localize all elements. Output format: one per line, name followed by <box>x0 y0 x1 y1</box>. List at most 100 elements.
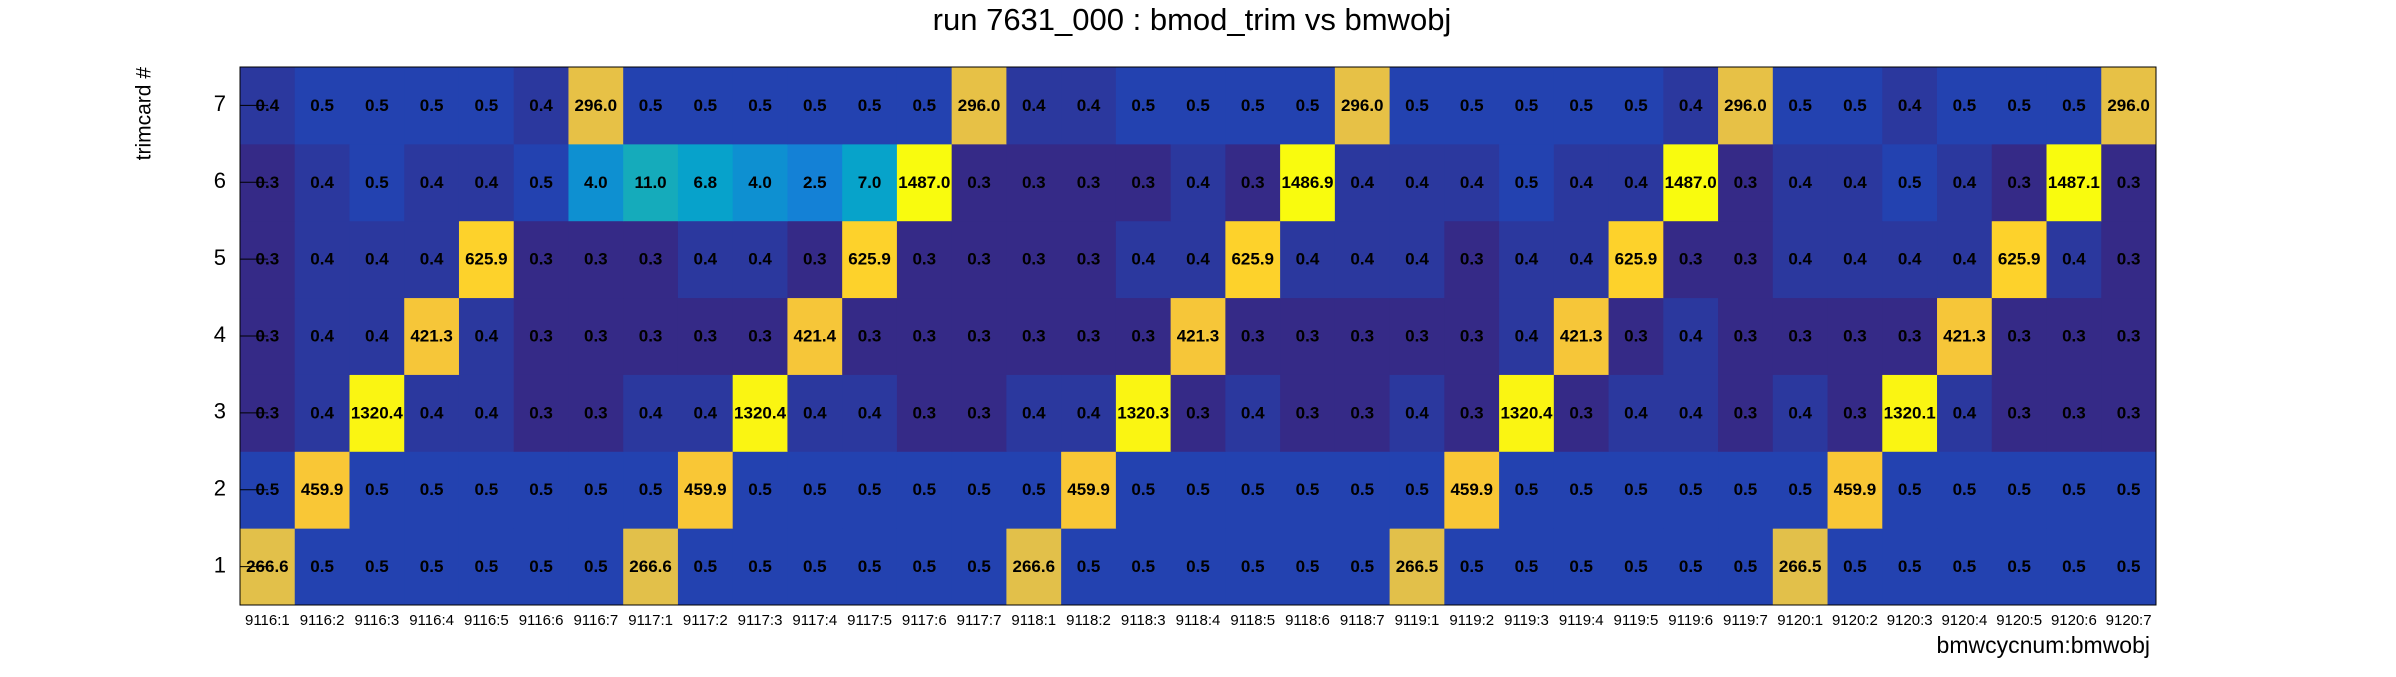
cell-label: 0.5 <box>1679 480 1703 499</box>
cell-label: 0.5 <box>1350 480 1374 499</box>
cell-label: 0.5 <box>803 480 827 499</box>
heatmap-cell <box>951 143 1007 222</box>
cell-label: 0.5 <box>1296 480 1320 499</box>
cell-label: 0.3 <box>1569 403 1593 422</box>
cell-label: 0.4 <box>1898 96 1922 115</box>
x-tick-label: 9119:6 <box>1668 612 1713 629</box>
cell-label: 0.5 <box>475 96 499 115</box>
heatmap-cell <box>1991 451 2048 529</box>
x-tick-label: 9117:7 <box>957 612 1002 629</box>
heatmap-cell <box>568 143 624 222</box>
heatmap-cell <box>1444 297 1500 375</box>
cell-label: 0.3 <box>1843 326 1867 345</box>
cell-label: 0.5 <box>1898 480 1922 499</box>
plot-frame <box>239 66 2157 606</box>
heatmap-cell <box>1827 374 1883 452</box>
cell-label: 0.3 <box>912 403 936 422</box>
heatmap-cell <box>1444 220 1500 299</box>
cell-label: 0.5 <box>1734 557 1758 576</box>
heatmap-cell <box>1115 297 1172 375</box>
cell-label: 0.4 <box>529 96 553 115</box>
heatmap-cell <box>1718 67 1774 145</box>
cell-label: 0.5 <box>529 557 553 576</box>
heatmap-cell <box>349 143 405 222</box>
y-tick-label: 4 <box>214 322 226 347</box>
heatmap-cell <box>1991 374 2048 452</box>
heatmap-cell <box>568 451 624 529</box>
heatmap-cell <box>349 451 405 529</box>
cell-label: 0.4 <box>1515 250 1539 269</box>
cell-label: 0.5 <box>912 96 936 115</box>
cell-label: 0.3 <box>967 250 991 269</box>
cell-label: 625.9 <box>1231 250 1274 269</box>
x-tick-label: 9117:1 <box>628 612 673 629</box>
heatmap-cell <box>787 451 843 529</box>
heatmap-cell <box>1608 374 1664 452</box>
x-tick-label: 9116:2 <box>300 612 345 629</box>
x-tick-label: 9120:1 <box>1777 612 1823 629</box>
heatmap-cell <box>1827 528 1883 606</box>
heatmap-cell <box>1280 297 1336 375</box>
cell-label: 1487.1 <box>2048 173 2100 192</box>
cell-label: 0.4 <box>310 326 334 345</box>
cell-label: 1320.1 <box>1884 403 1936 422</box>
cell-label: 0.5 <box>1296 96 1320 115</box>
cell-label: 421.3 <box>1177 326 1220 345</box>
heatmap-cell <box>1061 220 1117 299</box>
cell-label: 0.5 <box>1624 557 1648 576</box>
heatmap-cell <box>1991 528 2048 606</box>
cell-label: 459.9 <box>301 480 344 499</box>
heatmap-cell <box>1827 220 1883 299</box>
heatmap-cell <box>2046 220 2102 299</box>
cell-label: 0.5 <box>529 173 553 192</box>
cell-label: 0.5 <box>912 557 936 576</box>
heatmap-cell <box>458 67 515 145</box>
y-tick-label: 5 <box>214 245 226 270</box>
cell-label: 0.5 <box>1241 96 1265 115</box>
heatmap-cell <box>732 297 788 375</box>
heatmap-cell <box>787 143 843 222</box>
cell-label: 0.3 <box>529 403 553 422</box>
heatmap-cell <box>404 220 460 299</box>
heatmap-cell <box>1334 451 1391 529</box>
cell-label: 625.9 <box>1998 250 2041 269</box>
cell-label: 0.5 <box>420 96 444 115</box>
cell-label: 0.3 <box>1734 173 1758 192</box>
cell-label: 459.9 <box>1450 480 1493 499</box>
cell-label: 0.5 <box>1788 96 1812 115</box>
cell-label: 0.5 <box>1734 480 1758 499</box>
heatmap-cell <box>1772 451 1829 529</box>
cell-label: 0.5 <box>803 557 827 576</box>
cell-label: 0.4 <box>1953 250 1977 269</box>
cell-label: 0.4 <box>1953 403 1977 422</box>
cell-label: 0.5 <box>1624 96 1648 115</box>
heatmap-cell <box>1663 67 1719 145</box>
cell-label: 0.4 <box>858 403 882 422</box>
cell-label: 0.3 <box>2007 173 2031 192</box>
heatmap-cell <box>1115 67 1172 145</box>
heatmap-cell <box>1499 220 1555 299</box>
heatmap-cell <box>623 528 679 606</box>
heatmap-cell <box>1827 143 1883 222</box>
heatmap-cell <box>623 220 679 299</box>
cell-label: 0.3 <box>1624 326 1648 345</box>
cell-label: 0.4 <box>1022 403 1046 422</box>
cell-label: 0.4 <box>1350 250 1374 269</box>
heatmap-cell <box>1170 297 1226 375</box>
cell-label: 0.5 <box>967 480 991 499</box>
heatmap-cell <box>1608 451 1664 529</box>
heatmap-cell <box>1499 451 1555 529</box>
heatmap-cell <box>1061 451 1117 529</box>
cell-label: 0.3 <box>639 250 663 269</box>
heatmap-cell <box>2101 528 2157 606</box>
cell-label: 0.3 <box>1296 403 1320 422</box>
cell-label: 11.0 <box>634 173 666 192</box>
x-tick-label: 9118:4 <box>1176 612 1221 629</box>
heatmap-cell <box>1225 67 1281 145</box>
heatmap-cell <box>404 451 460 529</box>
cell-label: 266.6 <box>629 557 672 576</box>
cell-label: 0.5 <box>1953 96 1977 115</box>
cell-label: 0.3 <box>1350 403 1374 422</box>
cell-label: 0.5 <box>1843 557 1867 576</box>
cell-label: 0.5 <box>748 480 772 499</box>
